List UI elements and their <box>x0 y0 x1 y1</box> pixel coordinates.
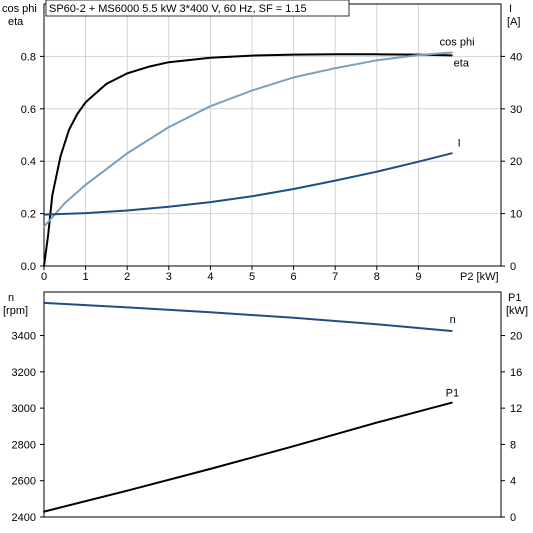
n-tick-label-2600: 2600 <box>12 476 36 488</box>
n-tick-label-3400: 3400 <box>12 331 36 343</box>
bottom-series-line-p1 <box>43 401 453 513</box>
n-tick-label-3000: 3000 <box>12 403 36 415</box>
top-series-line-eta <box>43 53 453 267</box>
n-tick-label-2800: 2800 <box>12 439 36 451</box>
p1-tick-label-20: 20 <box>510 331 522 343</box>
right-axis-label-kw: [kW] <box>506 305 528 317</box>
y-right-tick-label-30: 30 <box>510 104 522 116</box>
top-ticks: 0 1 2 3 4 5 6 7 8 9 0.0 0.2 0.4 0.6 0.8 0 10 20 30 40 <box>21 51 523 283</box>
series-label-cos-phi: cos phi <box>440 36 475 48</box>
top-gridlines <box>44 4 501 266</box>
x-tick-label-1: 1 <box>83 271 89 283</box>
n-tick-label-3200: 3200 <box>12 367 36 379</box>
top-series-line-cos-phi <box>43 51 453 228</box>
bottom-plot-frame <box>43 291 502 518</box>
x-tick-label-9: 9 <box>415 271 421 283</box>
y-right-tick-label-10: 10 <box>510 209 522 221</box>
chart-title-box <box>45 0 350 17</box>
p1-tick-label-4: 4 <box>510 476 516 488</box>
x-tick-label-0: 0 <box>41 271 47 283</box>
y-left-tick-label-0-0: 0.0 <box>21 261 36 273</box>
bottom-panel: 2400 2600 2800 3000 3200 3400 0 4 8 12 16 20 n P1 n … <box>3 291 528 524</box>
y-left-tick-label-0-6: 0.6 <box>21 104 36 116</box>
top-series-line-i <box>43 152 453 216</box>
bottom-series-line-n <box>43 301 453 332</box>
y-right-tick-label-20: 20 <box>510 156 522 168</box>
left-axis-label-rpm: [rpm] <box>3 305 28 317</box>
x-tick-label-2: 2 <box>124 271 130 283</box>
p1-tick-label-12: 12 <box>510 403 522 415</box>
n-tick-label-2400: 2400 <box>12 512 36 524</box>
top-series: eta cos phi I <box>43 36 475 267</box>
x-axis-label: P2 [kW] <box>460 271 499 283</box>
x-tick-label-7: 7 <box>332 271 338 283</box>
left-axis-label-n: n <box>8 292 14 304</box>
y-left-tick-label-0-4: 0.4 <box>21 156 36 168</box>
left-axis-label-cosphi: cos phi <box>2 3 37 15</box>
y-left-tick-label-0-2: 0.2 <box>21 209 36 221</box>
y-left-tick-label-0-8: 0.8 <box>21 51 36 63</box>
x-tick-label-4: 4 <box>207 271 213 283</box>
x-tick-label-8: 8 <box>374 271 380 283</box>
p1-tick-label-16: 16 <box>510 367 522 379</box>
p1-tick-label-0: 0 <box>510 512 516 524</box>
series-label-n: n <box>450 314 456 326</box>
x-tick-label-6: 6 <box>291 271 297 283</box>
series-label-i: I <box>458 137 461 149</box>
y-right-tick-label-0: 0 <box>510 261 516 273</box>
left-axis-label-eta: eta <box>8 16 24 28</box>
x-tick-label-3: 3 <box>166 271 172 283</box>
bottom-ticks: 2400 2600 2800 3000 3200 3400 0 4 8 12 16 20 <box>12 331 523 524</box>
p1-tick-label-8: 8 <box>510 439 516 451</box>
right-axis-label-i: I <box>509 3 512 15</box>
chart-title: SP60-2 + MS6000 5.5 kW 3*400 V, 60 Hz, S… <box>49 3 307 15</box>
top-plot-frame <box>43 3 502 267</box>
right-axis-label-p1: P1 <box>508 292 521 304</box>
y-right-tick-label-40: 40 <box>510 51 522 63</box>
right-axis-label-unit: [A] <box>507 16 520 28</box>
series-label-p1: P1 <box>446 388 459 400</box>
series-label-eta: eta <box>454 57 470 69</box>
x-tick-label-5: 5 <box>249 271 255 283</box>
bottom-series: n P1 <box>43 301 459 513</box>
